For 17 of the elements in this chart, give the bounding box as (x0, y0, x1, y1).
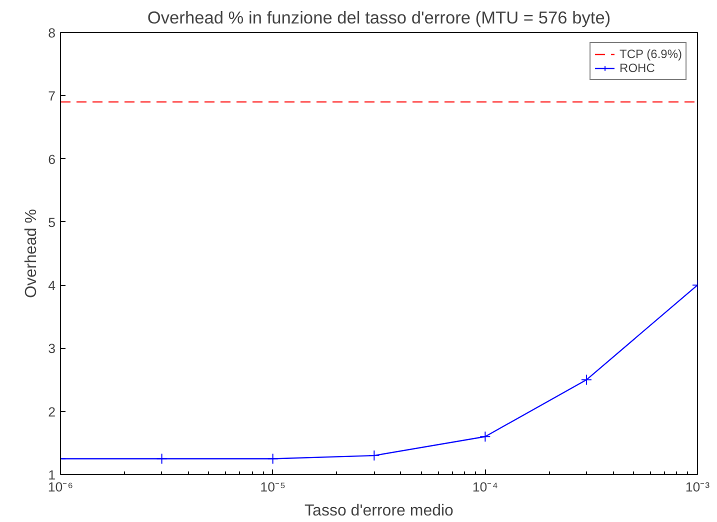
x-axis-title: Tasso d'errore medio (304, 502, 454, 520)
x-tick-label: 10⁻³ (685, 480, 710, 494)
legend-label: ROHC (620, 61, 655, 75)
x-tick-label: 10⁻⁶ (48, 480, 74, 494)
y-tick-label: 2 (48, 404, 56, 420)
y-axis-title: Overhead % (23, 209, 40, 298)
y-tick-label: 3 (48, 341, 56, 356)
y-tick-label: 1 (48, 468, 56, 482)
y-tick-label: 7 (48, 88, 56, 104)
y-tick-label: 6 (48, 152, 56, 167)
y-tick-label: 4 (48, 278, 56, 294)
x-tick-label: 10⁻⁴ (472, 480, 498, 494)
chart-title: Overhead % in funzione del tasso d'errore (MTU = 576 byte) (147, 8, 611, 28)
y-tick-label: 5 (48, 214, 56, 230)
x-tick-label: 10⁻⁵ (260, 480, 286, 494)
legend-label: TCP (6.9%) (620, 47, 682, 61)
y-tick-label: 8 (48, 26, 56, 40)
